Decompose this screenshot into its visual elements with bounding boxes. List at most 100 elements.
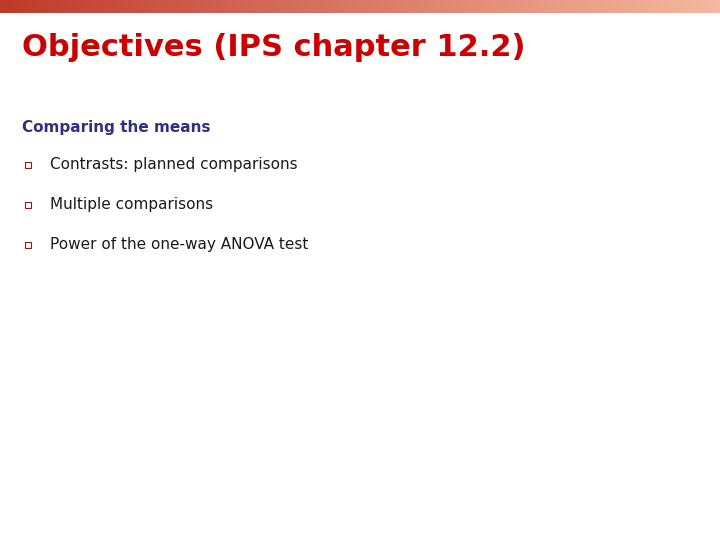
Bar bbox=[679, 0, 682, 13]
Bar bbox=[185, 0, 187, 13]
Bar bbox=[358, 0, 360, 13]
Bar bbox=[641, 0, 643, 13]
Bar bbox=[466, 0, 468, 13]
Bar bbox=[130, 0, 132, 13]
Bar bbox=[348, 0, 351, 13]
Bar bbox=[590, 0, 593, 13]
Bar bbox=[718, 0, 720, 13]
Bar bbox=[449, 0, 451, 13]
Bar bbox=[439, 0, 441, 13]
Bar bbox=[535, 0, 538, 13]
Bar bbox=[672, 0, 675, 13]
Bar bbox=[562, 0, 564, 13]
Bar bbox=[269, 0, 271, 13]
Bar bbox=[583, 0, 585, 13]
Bar bbox=[168, 0, 171, 13]
Bar bbox=[151, 0, 153, 13]
Bar bbox=[225, 0, 228, 13]
Bar bbox=[125, 0, 127, 13]
Bar bbox=[72, 0, 74, 13]
Bar bbox=[418, 0, 420, 13]
Bar bbox=[106, 0, 108, 13]
Bar bbox=[365, 0, 367, 13]
Bar bbox=[387, 0, 389, 13]
Bar bbox=[518, 0, 521, 13]
Bar bbox=[360, 0, 362, 13]
Bar bbox=[396, 0, 398, 13]
Bar bbox=[413, 0, 415, 13]
Bar bbox=[708, 0, 711, 13]
Bar bbox=[382, 0, 384, 13]
Bar bbox=[451, 0, 454, 13]
Bar bbox=[317, 0, 319, 13]
Bar bbox=[70, 0, 72, 13]
Bar bbox=[297, 0, 300, 13]
Bar bbox=[437, 0, 439, 13]
Bar bbox=[490, 0, 492, 13]
Bar bbox=[163, 0, 166, 13]
Bar bbox=[252, 0, 254, 13]
Bar bbox=[351, 0, 353, 13]
Bar bbox=[341, 0, 343, 13]
Bar bbox=[430, 0, 432, 13]
Bar bbox=[192, 0, 194, 13]
Bar bbox=[207, 0, 209, 13]
Bar bbox=[441, 0, 444, 13]
Bar bbox=[293, 0, 295, 13]
Bar bbox=[158, 0, 161, 13]
Bar bbox=[254, 0, 257, 13]
Bar bbox=[434, 0, 437, 13]
Bar bbox=[369, 0, 372, 13]
Bar bbox=[372, 0, 374, 13]
Bar bbox=[96, 0, 99, 13]
Bar bbox=[274, 0, 276, 13]
Bar bbox=[444, 0, 446, 13]
Bar bbox=[27, 0, 29, 13]
Bar bbox=[715, 0, 718, 13]
Bar bbox=[161, 0, 163, 13]
Bar bbox=[648, 0, 650, 13]
Bar bbox=[221, 0, 223, 13]
Bar bbox=[19, 0, 22, 13]
Bar bbox=[569, 0, 571, 13]
Bar bbox=[60, 0, 63, 13]
Bar bbox=[81, 0, 84, 13]
Bar bbox=[706, 0, 708, 13]
Bar bbox=[115, 0, 117, 13]
Bar bbox=[281, 0, 283, 13]
Bar bbox=[0, 0, 2, 13]
Bar bbox=[698, 0, 701, 13]
Bar bbox=[603, 0, 605, 13]
Bar bbox=[578, 0, 581, 13]
Bar bbox=[497, 0, 499, 13]
Bar bbox=[379, 0, 382, 13]
Bar bbox=[77, 0, 79, 13]
Bar bbox=[243, 0, 245, 13]
Bar bbox=[25, 242, 31, 248]
Bar bbox=[713, 0, 715, 13]
Bar bbox=[571, 0, 574, 13]
Bar bbox=[218, 0, 221, 13]
Bar bbox=[149, 0, 151, 13]
Bar bbox=[65, 0, 67, 13]
Bar bbox=[194, 0, 197, 13]
Bar bbox=[5, 0, 7, 13]
Bar bbox=[480, 0, 482, 13]
Bar bbox=[660, 0, 662, 13]
Bar bbox=[617, 0, 619, 13]
Bar bbox=[135, 0, 137, 13]
Text: Multiple comparisons: Multiple comparisons bbox=[50, 198, 213, 213]
Bar bbox=[283, 0, 286, 13]
Bar bbox=[650, 0, 653, 13]
Bar bbox=[581, 0, 583, 13]
Bar bbox=[108, 0, 110, 13]
Bar bbox=[307, 0, 310, 13]
Bar bbox=[86, 0, 89, 13]
Bar bbox=[526, 0, 528, 13]
Bar bbox=[199, 0, 202, 13]
Bar bbox=[670, 0, 672, 13]
Bar bbox=[567, 0, 569, 13]
Bar bbox=[310, 0, 312, 13]
Bar bbox=[333, 0, 336, 13]
Bar bbox=[610, 0, 612, 13]
